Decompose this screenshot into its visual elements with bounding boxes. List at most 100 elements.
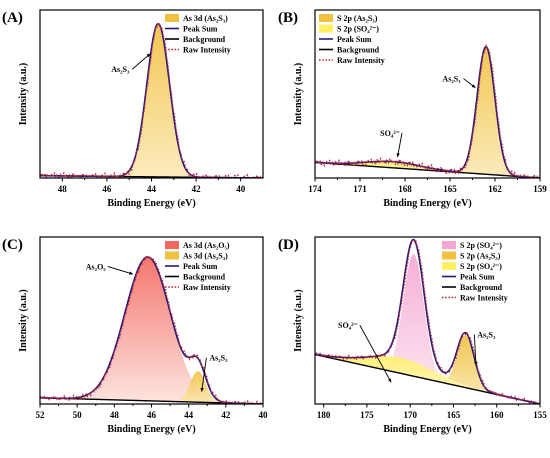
- legend-label: Raw Intensity: [183, 283, 231, 292]
- y-axis-title: Intensity (a.u.): [18, 289, 29, 352]
- annotation-arrowhead: [387, 378, 392, 383]
- x-tick-label: 48: [58, 184, 68, 194]
- x-tick-label: 162: [488, 184, 502, 194]
- annotation-arrowhead: [396, 153, 400, 157]
- annotation-arrowhead: [471, 84, 476, 88]
- legend-swatch: [165, 241, 179, 249]
- panel-label: (B): [278, 10, 298, 26]
- legend-label: Background: [183, 273, 226, 282]
- x-axis-title: Binding Energy (eV): [383, 424, 471, 435]
- annotation-arrowhead: [128, 271, 133, 275]
- legend-label: Background: [460, 283, 503, 292]
- legend-label: Raw Intensity: [337, 56, 385, 65]
- legend-swatch: [319, 14, 333, 22]
- x-tick-label: 40: [259, 410, 269, 420]
- x-tick-label: 168: [398, 184, 412, 194]
- x-tick-label: 155: [533, 410, 547, 420]
- legend-label: S 2p (SO₄²⁻): [460, 241, 502, 250]
- y-axis-title: Intensity (a.u.): [293, 289, 304, 352]
- x-tick-label: 165: [447, 410, 461, 420]
- background-line: [315, 161, 540, 178]
- legend-label: Peak Sum: [460, 273, 495, 282]
- annotation-arrow: [473, 334, 477, 366]
- legend-label: S 2p (SO₄²⁻): [337, 25, 379, 34]
- legend-label: Peak Sum: [337, 35, 372, 44]
- x-tick-label: 52: [36, 410, 46, 420]
- x-tick-label: 159: [533, 184, 547, 194]
- legend-swatch: [165, 251, 179, 260]
- x-tick-label: 48: [110, 410, 120, 420]
- x-tick-label: 42: [192, 184, 202, 194]
- component-fill-0: [315, 46, 540, 178]
- peak-annotation: As₂S₃: [477, 331, 496, 340]
- raw-intensity-line: [315, 237, 540, 404]
- x-axis-title: Binding Energy (eV): [107, 198, 195, 209]
- peak-annotation: SO₄²⁻: [338, 321, 358, 330]
- legend-label: As 3d (As₂O₅): [183, 241, 230, 250]
- panel-a: 48 46 44 42 40 Binding Energy (eV) Intensity (…: [2, 9, 264, 209]
- plot-area: [40, 253, 263, 404]
- x-tick-label: 44: [147, 184, 157, 194]
- y-axis-title: Intensity (a.u.): [293, 63, 304, 126]
- x-tick-label: 44: [184, 410, 194, 420]
- x-tick-label: 170: [403, 410, 417, 420]
- legend-label: Background: [337, 46, 380, 55]
- panel-label: (C): [2, 237, 23, 253]
- panel-b: 174 171 168 165 162 159 Binding Energy (eV) Int…: [278, 9, 547, 209]
- plot-area: [315, 43, 540, 178]
- peak-annotation: As₂S₃: [209, 354, 228, 363]
- component-fill-1: [40, 371, 263, 404]
- peak-annotation: SO₄²⁻: [380, 129, 400, 138]
- x-axis-title: Binding Energy (eV): [383, 198, 471, 209]
- legend-swatch: [442, 241, 456, 249]
- legend-label: Raw Intensity: [183, 46, 231, 55]
- peak-annotation: As₂O₅: [86, 262, 107, 271]
- x-tick-label: 165: [443, 184, 457, 194]
- legend-label: As 3d (As₂S₃): [183, 252, 228, 261]
- x-axis-title: Binding Energy (eV): [107, 424, 195, 435]
- legend-label: Raw Intensity: [460, 294, 508, 303]
- annotation-arrow: [201, 357, 207, 392]
- raw-intensity-line: [315, 43, 540, 178]
- legend-label: As 3d (As₂S₃): [183, 14, 228, 23]
- legend-swatch: [442, 262, 456, 270]
- peak-sum-line: [315, 45, 540, 178]
- legend: As 3d (As₂O₅) As 3d (As₂S₃)Peak Sum Backgr…: [165, 241, 231, 292]
- component-fill-0: [40, 23, 263, 178]
- legend-label: Peak Sum: [183, 262, 218, 271]
- legend-swatch: [165, 14, 179, 22]
- peak-annotation: As₂S₃: [442, 75, 461, 84]
- x-tick-label: 180: [317, 410, 331, 420]
- x-tick-label: 175: [360, 410, 374, 420]
- annotation-arrow: [131, 53, 151, 70]
- panel-c: 52 50 48 46 44 42 40 Binding Energy (eV) Intensi…: [2, 236, 269, 435]
- annotation-arrow: [107, 266, 134, 275]
- raw-intensity-line: [40, 253, 263, 404]
- legend-label: S 2p (SO₄²⁻): [460, 262, 502, 271]
- x-tick-label: 42: [221, 410, 231, 420]
- x-tick-label: 40: [236, 184, 246, 194]
- legend-label: S 2p (As₂S₃): [337, 14, 378, 23]
- legend-label: Background: [183, 35, 226, 44]
- annotation-arrow: [397, 132, 403, 158]
- x-tick-label: 50: [73, 410, 83, 420]
- x-tick-label: 160: [490, 410, 504, 420]
- legend-label: S 2p (As₂S₃): [460, 252, 501, 261]
- x-tick-label: 174: [308, 184, 322, 194]
- annotation-arrowhead: [474, 361, 478, 366]
- legend-label: Peak Sum: [183, 25, 218, 34]
- component-fill-0: [40, 257, 263, 404]
- peak-annotation: As₂S₃: [111, 65, 130, 74]
- annotation-arrow: [359, 325, 392, 383]
- annotation-arrowhead: [200, 387, 204, 392]
- legend: S 2p (As₂S₃) S 2p (SO₄²⁻)Peak Sum Backgrou…: [319, 14, 385, 65]
- plot-area: [315, 237, 540, 404]
- x-tick-label: 46: [102, 184, 112, 194]
- panel-label: (A): [2, 10, 23, 26]
- legend-swatch: [442, 251, 456, 260]
- annotation-arrowhead: [146, 53, 151, 58]
- legend-swatch: [319, 24, 333, 33]
- x-tick-label: 171: [353, 184, 367, 194]
